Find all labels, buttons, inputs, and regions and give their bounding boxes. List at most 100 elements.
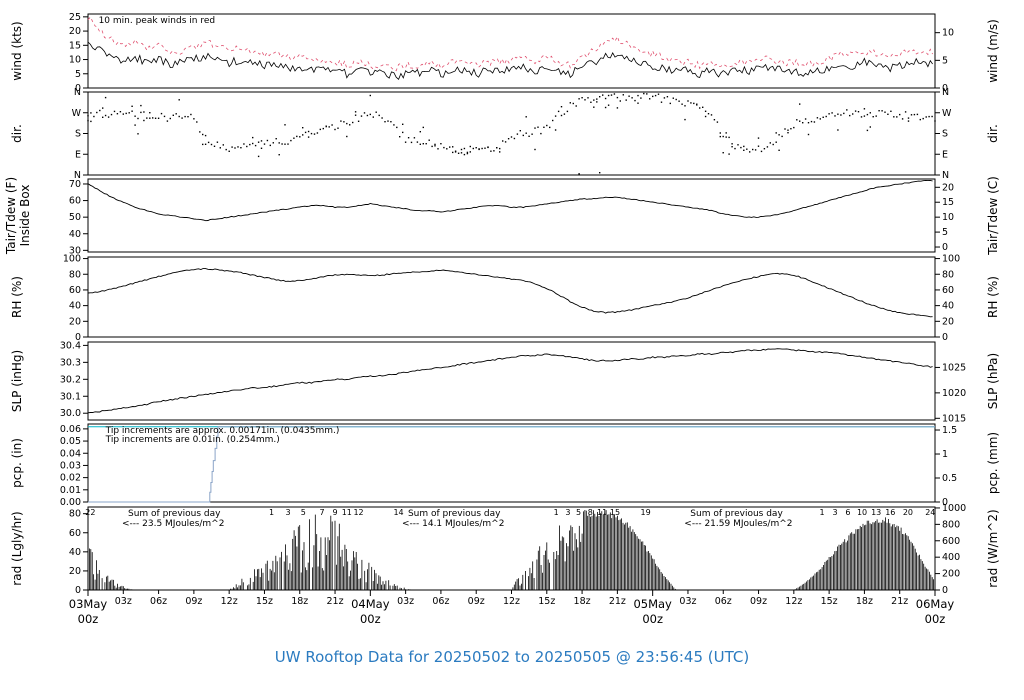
panel-slp: 30.0 30.1 30.2 30.3 30.4 1015 1020 1025 SLP (inH… [10, 340, 1000, 424]
pcp-annotation: Tip increments are approx. 0.00171in. (0… [105, 426, 340, 436]
tair-series-inside-box-temp [87, 179, 933, 222]
tair-ytick-right-label: 0 [942, 242, 948, 253]
mj-count-label: 1 [269, 508, 274, 517]
rh-ytick-right-label: 80 [942, 269, 954, 280]
dir-frame [87, 91, 936, 176]
x-minor-label: 09z [468, 596, 485, 607]
mj-count-label: 5 [576, 508, 581, 517]
wind-ytick-left-label: 25 [69, 12, 81, 23]
dir-ytick-right-label: W [942, 108, 952, 119]
wind-ytick-left-label: 15 [69, 40, 81, 51]
pcp-frame [87, 423, 936, 503]
pcp-axis-title-right: pcp. (mm) [986, 432, 1000, 494]
pcp-ytick-left-label: 0.03 [60, 460, 81, 471]
x-major-day-label: 04May [351, 597, 390, 611]
rh-ytick-right-label: 100 [942, 254, 960, 265]
mj-count-label: 12 [353, 508, 363, 517]
dir-ytick-left-label: S [75, 129, 81, 140]
dir-ytick-left-label: E [75, 149, 81, 160]
wind-ytick-left-label: 20 [69, 26, 81, 37]
mj-count-label: 9 [332, 508, 337, 517]
tair-ytick-left-label: 30 [69, 245, 81, 256]
pcp-ytick-right-label: 0 [942, 497, 948, 508]
tair-ytick-left-label: 50 [69, 212, 81, 223]
rad-ytick-left-label: 40 [69, 547, 81, 558]
x-minor-label: 21z [327, 596, 344, 607]
dir-ytick-right-label: N [942, 170, 949, 181]
panel-tair: 30 40 50 60 70 0 5 10 15 20 Tair/Tdew (F) Inside Bo… [4, 176, 1000, 256]
tair-axis-title-left: Tair/Tdew (F) [4, 177, 18, 255]
rh-ytick-right-label: 60 [942, 285, 954, 296]
pcp-series-gauge-fine-tips [88, 426, 935, 503]
x-minor-label: 18z [574, 596, 591, 607]
wind-axis-title-left: wind (kts) [10, 21, 24, 80]
pcp-axis-title-left: pcp. (in) [10, 438, 24, 488]
wind-ytick-left-label: 10 [69, 55, 81, 66]
rad-ytick-right-label: 400 [942, 552, 960, 563]
x-minor-label: 18z [856, 596, 873, 607]
x-major-day-label: 06May [916, 597, 955, 611]
slp-ytick-right-label: 1025 [942, 362, 966, 373]
slp-axis-title-left: SLP (inHg) [10, 350, 24, 412]
x-minor-label: 06z [150, 596, 167, 607]
sum-previous-day-value: <--- 23.5 MJoules/m^2 [122, 519, 224, 529]
pcp-ytick-left-label: 0.06 [60, 424, 81, 435]
mj-count-label: 10 [857, 508, 867, 517]
x-minor-label: 18z [291, 596, 308, 607]
dir-ytick-right-label: S [942, 129, 948, 140]
tair-axis-title-left: Inside Box [18, 185, 32, 247]
tair-ytick-right-label: 10 [942, 212, 954, 223]
sum-previous-day-value: <--- 14.1 MJoules/m^2 [402, 519, 504, 529]
tair-frame [87, 178, 936, 253]
sum-previous-day-label: Sum of previous day [128, 509, 221, 519]
x-minor-label: 15z [538, 596, 555, 607]
slp-ytick-left-label: 30.4 [60, 340, 81, 351]
tair-ytick-left-label: 70 [69, 179, 81, 190]
x-major-day-label: 03May [69, 597, 108, 611]
pcp-ytick-left-label: 0.00 [60, 497, 81, 508]
rad-ytick-left-label: 20 [69, 566, 81, 577]
slp-series-sea-level-pressure [87, 348, 933, 414]
sum-previous-day-label: Sum of previous day [408, 509, 501, 519]
dir-axis-title-left: dir. [10, 124, 24, 143]
rh-ytick-left-label: 80 [69, 269, 81, 280]
wind-frame [87, 13, 936, 89]
pcp-ytick-right-label: 1 [942, 449, 948, 460]
rh-frame [87, 256, 936, 338]
mj-count-label: 22 [85, 508, 95, 517]
x-major-hour-label: 00z [78, 612, 99, 626]
rh-ytick-right-label: 0 [942, 332, 948, 343]
x-minor-label: 21z [891, 596, 908, 607]
rad-ytick-left-label: 60 [69, 528, 81, 539]
mj-count-label: 1 [820, 508, 825, 517]
tair-ytick-right-label: 15 [942, 197, 954, 208]
x-minor-label: 12z [785, 596, 802, 607]
tair-ytick-left-label: 60 [69, 196, 81, 207]
rh-ytick-left-label: 20 [69, 316, 81, 327]
dir-ytick-left-label: N [74, 87, 81, 98]
pcp-ytick-left-label: 0.04 [60, 448, 81, 459]
x-minor-label: 06z [432, 596, 449, 607]
sum-previous-day-label: Sum of previous day [690, 509, 783, 519]
mj-count-label: 5 [301, 508, 306, 517]
rad-ytick-left-label: 0 [75, 585, 81, 596]
x-minor-label: 15z [821, 596, 838, 607]
radiation-bars [89, 510, 936, 590]
x-minor-label: 12z [221, 596, 238, 607]
slp-frame [87, 341, 936, 421]
x-major-hour-label: 00z [925, 612, 946, 626]
wind-annotation: 10 min. peak winds in red [99, 16, 215, 26]
rad-ytick-right-label: 200 [942, 569, 960, 580]
pcp-ytick-left-label: 0.02 [60, 473, 81, 484]
pcp-ytick-right-label: 1.5 [942, 425, 957, 436]
dir-scatter-points [87, 92, 936, 175]
wind-ytick-left-label: 5 [75, 69, 81, 80]
x-major-hour-label: 00z [360, 612, 381, 626]
x-minor-label: 03z [679, 596, 696, 607]
panel-wind: 0 5 10 15 20 25 0 5 10 wind (kts) wind (m/s) 10 min… [10, 12, 1000, 94]
rh-ytick-left-label: 0 [75, 332, 81, 343]
